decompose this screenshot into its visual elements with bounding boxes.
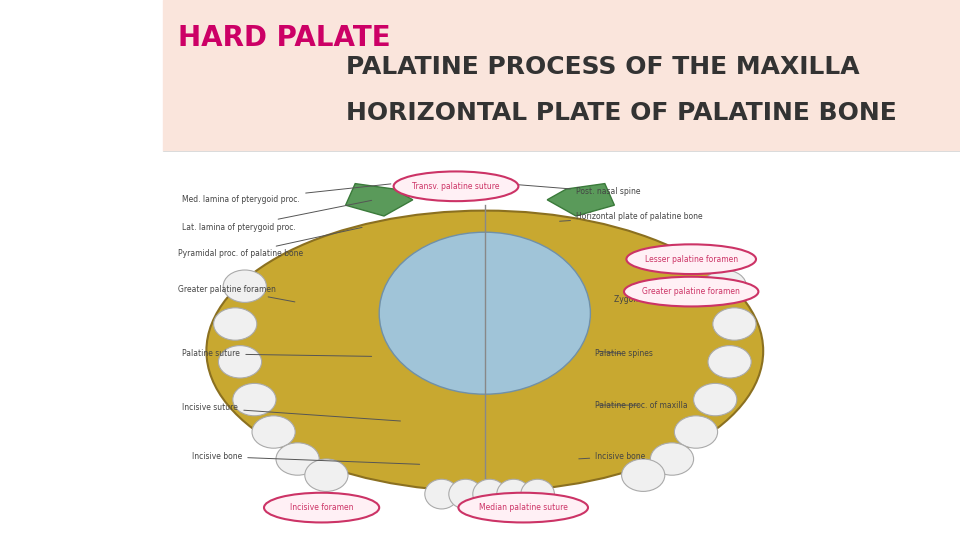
- Text: Post. nasal spine: Post. nasal spine: [507, 184, 640, 197]
- Ellipse shape: [223, 270, 267, 302]
- Text: Palatine suture: Palatine suture: [182, 349, 372, 359]
- Ellipse shape: [712, 308, 756, 340]
- Text: Incisive bone: Incisive bone: [192, 452, 420, 464]
- Text: Transv. palatine suture: Transv. palatine suture: [412, 182, 500, 191]
- Ellipse shape: [624, 276, 758, 307]
- Ellipse shape: [521, 480, 555, 509]
- Ellipse shape: [497, 480, 531, 509]
- Ellipse shape: [626, 244, 756, 274]
- Ellipse shape: [424, 480, 459, 509]
- Text: Greater palatine foramen: Greater palatine foramen: [642, 287, 740, 296]
- Text: Lat. lamina of pterygoid proc.: Lat. lamina of pterygoid proc.: [182, 200, 372, 232]
- FancyBboxPatch shape: [163, 151, 960, 540]
- Ellipse shape: [218, 346, 261, 378]
- Ellipse shape: [708, 346, 752, 378]
- Text: Palatine proc. of maxilla: Palatine proc. of maxilla: [595, 401, 687, 410]
- Text: Palatine spines: Palatine spines: [595, 349, 653, 359]
- Text: Median palatine suture: Median palatine suture: [479, 503, 567, 512]
- Text: HORIZONTAL PLATE OF PALATINE BONE: HORIZONTAL PLATE OF PALATINE BONE: [346, 102, 897, 125]
- Ellipse shape: [472, 480, 507, 509]
- Ellipse shape: [651, 443, 693, 475]
- Text: Pyramidal proc. of palatine bone: Pyramidal proc. of palatine bone: [178, 227, 362, 259]
- Ellipse shape: [305, 459, 348, 491]
- Polygon shape: [547, 184, 614, 216]
- Text: Med. lamina of pterygoid proc.: Med. lamina of pterygoid proc.: [182, 184, 391, 205]
- Text: Incisive foramen: Incisive foramen: [290, 503, 353, 512]
- Text: HARD PALATE: HARD PALATE: [178, 24, 390, 52]
- Text: PALATINE PROCESS OF THE MAXILLA: PALATINE PROCESS OF THE MAXILLA: [346, 56, 859, 79]
- FancyBboxPatch shape: [163, 0, 960, 151]
- Text: Incisive suture: Incisive suture: [182, 403, 400, 421]
- Ellipse shape: [703, 270, 747, 302]
- Ellipse shape: [674, 416, 718, 448]
- Text: Zygomatic proc. of maxilla: Zygomatic proc. of maxilla: [614, 295, 717, 305]
- Text: Horizontal plate of palatine bone: Horizontal plate of palatine bone: [560, 212, 703, 221]
- Ellipse shape: [459, 492, 588, 523]
- Text: Incisive bone: Incisive bone: [579, 452, 645, 461]
- Ellipse shape: [264, 492, 379, 523]
- Ellipse shape: [693, 383, 737, 416]
- Ellipse shape: [233, 383, 276, 416]
- Ellipse shape: [206, 211, 763, 491]
- Ellipse shape: [379, 232, 590, 394]
- Text: Lesser palatine foramen: Lesser palatine foramen: [644, 255, 738, 264]
- Ellipse shape: [394, 172, 518, 201]
- Ellipse shape: [622, 459, 665, 491]
- Ellipse shape: [213, 308, 257, 340]
- Polygon shape: [346, 184, 413, 216]
- Text: Greater palatine foramen: Greater palatine foramen: [178, 285, 295, 302]
- Ellipse shape: [276, 443, 319, 475]
- Ellipse shape: [252, 416, 296, 448]
- Ellipse shape: [448, 480, 483, 509]
